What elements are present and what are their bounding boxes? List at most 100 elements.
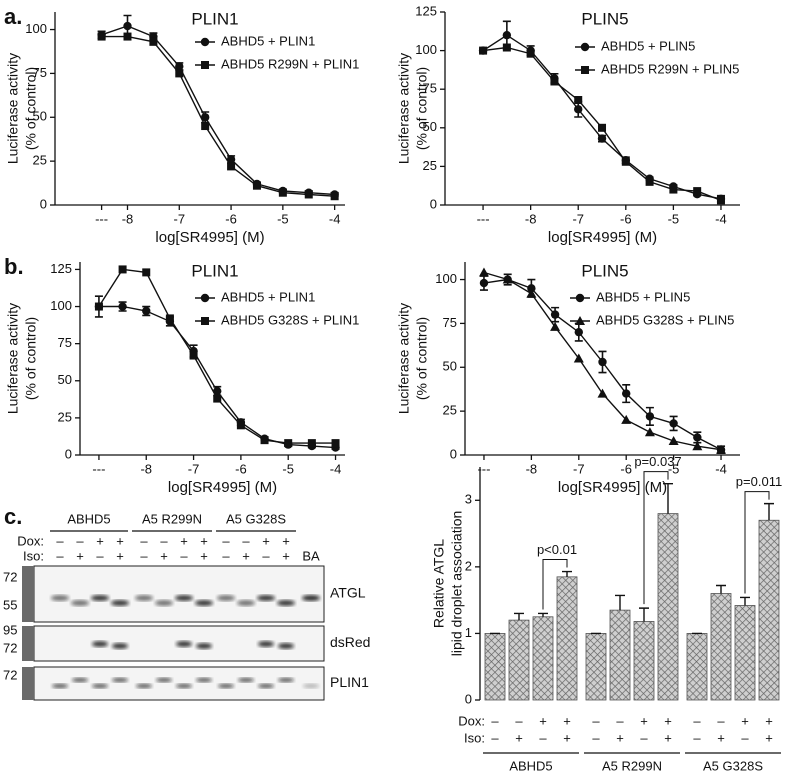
blot-band: [51, 595, 69, 601]
blot-group-label: A5 R299N: [142, 511, 202, 526]
error-bar: [514, 612, 524, 621]
marker-square: [118, 265, 127, 274]
mw-marker: 95: [3, 622, 17, 637]
dox-sign: +: [96, 533, 104, 548]
legend-label: ABHD5 G328S + PLIN1: [221, 312, 359, 327]
y-axis-title: (% of control): [23, 67, 39, 150]
dox-sign: –: [160, 533, 168, 548]
marker-square: [716, 196, 725, 205]
x-tick-label: ---: [92, 461, 105, 476]
marker-triangle: [526, 288, 537, 298]
band-label: PLIN1: [330, 674, 369, 690]
y-tick-label: 100: [435, 271, 457, 286]
dox-sign: –: [491, 713, 499, 728]
panel-label: c.: [4, 504, 22, 529]
dox-sign: +: [539, 713, 547, 728]
marker-square: [669, 185, 678, 194]
marker-circle: [645, 412, 655, 421]
marker-circle: [502, 30, 512, 40]
marker-circle: [213, 386, 222, 396]
blot-group-label: A5 G328S: [226, 511, 286, 526]
y-tick-label: 1: [465, 625, 472, 640]
error-bar: [639, 607, 649, 622]
x-tick-label: -4: [715, 461, 727, 476]
marker-triangle: [550, 321, 561, 331]
chart-title: PLIN1: [191, 261, 238, 280]
panel-label: a.: [4, 4, 22, 29]
blot-band: [195, 600, 213, 606]
dox-sign: –: [515, 713, 523, 728]
x-tick-label: -8: [525, 211, 537, 226]
legend-label: ABHD5 R299N + PLIN1: [221, 56, 359, 71]
x-tick-label: -6: [620, 211, 632, 226]
iso-sign: +: [717, 730, 725, 745]
blot-band: [303, 683, 319, 689]
series-line: [101, 35, 335, 197]
iso-sign: +: [515, 730, 523, 745]
iso-sign: –: [640, 730, 648, 745]
x-tick-label: -4: [329, 211, 341, 226]
dox-sign: –: [76, 533, 84, 548]
marker-circle: [597, 134, 607, 143]
marker-square: [142, 268, 151, 277]
legend-marker: [575, 316, 585, 325]
p-value: p=0.037: [634, 454, 681, 469]
x-tick-label: -8: [122, 211, 134, 226]
error-bar: [764, 502, 774, 521]
blot-row-label: Iso:: [23, 548, 44, 563]
dox-sign: –: [592, 713, 600, 728]
y-tick-label: 0: [465, 691, 472, 706]
group-label: A5 G328S: [703, 758, 763, 773]
y-axis-title: (% of control): [414, 67, 430, 150]
x-tick-label: -7: [573, 461, 585, 476]
marker-triangle: [668, 435, 679, 445]
blot-band: [111, 600, 129, 606]
blot-band: [176, 683, 192, 689]
y-tick-label: 125: [50, 261, 72, 276]
x-axis-title: log[SR4995] (M): [548, 229, 657, 246]
significance-bracket: [542, 559, 568, 610]
band-label: ATGL: [330, 585, 366, 601]
series-line: [482, 34, 722, 200]
blot-band: [135, 595, 153, 601]
marker-square: [97, 32, 106, 41]
iso-sign: +: [76, 548, 84, 563]
marker-triangle: [597, 388, 608, 398]
blot-band: [72, 677, 88, 683]
legend-label: ABHD5 + PLIN5: [596, 289, 690, 304]
legend-label: ABHD5 + PLIN1: [221, 289, 315, 304]
marker-square: [526, 49, 535, 58]
y-tick-label: 50: [58, 372, 72, 387]
marker-circle: [200, 113, 210, 122]
marker-square: [645, 177, 654, 186]
marker-square: [598, 123, 607, 132]
y-tick-label: 75: [58, 335, 72, 350]
y-tick-label: 0: [65, 446, 72, 461]
x-tick-label: -7: [572, 211, 584, 226]
error-bar: [716, 584, 726, 594]
blot-band: [91, 595, 109, 601]
blot-band: [71, 600, 89, 606]
x-tick-label: -6: [620, 461, 632, 476]
iso-sign: +: [242, 548, 250, 563]
y-tick-label: 100: [50, 298, 72, 313]
legend-marker: [200, 293, 210, 303]
dox-sign: +: [180, 533, 188, 548]
iso-sign: –: [741, 730, 749, 745]
iso-sign: –: [592, 730, 600, 745]
x-tick-label: ---: [477, 461, 490, 476]
panel-label: b.: [4, 254, 24, 279]
x-tick-label: -6: [235, 461, 247, 476]
legend-marker: [200, 37, 210, 47]
y-tick-label: 50: [33, 109, 47, 124]
y-axis-title: Luciferase activity: [396, 53, 412, 164]
iso-sign: +: [765, 730, 773, 745]
marker-triangle: [502, 274, 513, 284]
bar: [633, 621, 655, 701]
x-tick-label: -5: [277, 211, 289, 226]
blot-band: [218, 683, 234, 689]
y-axis-title: (% of control): [414, 317, 430, 400]
group-label: ABHD5: [509, 758, 552, 773]
y-tick-label: 50: [423, 119, 437, 134]
dox-sign: –: [616, 713, 624, 728]
